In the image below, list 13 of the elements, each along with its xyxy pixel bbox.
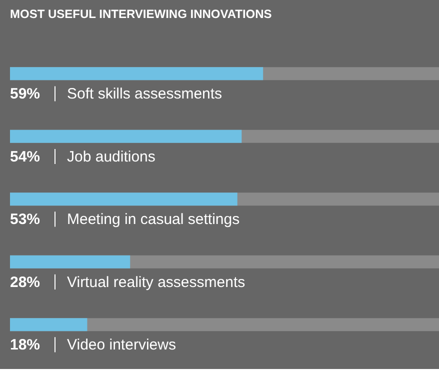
data-label: 28%: [10, 274, 40, 291]
bar: [10, 255, 130, 268]
data-label: 59%: [10, 86, 40, 103]
y-tick-label: Virtual reality assessments: [67, 274, 246, 291]
chart-title: MOST USEFUL INTERVIEWING INNOVATIONS: [10, 7, 272, 21]
y-tick-label: Soft skills assessments: [67, 86, 222, 103]
y-tick-label: Meeting in casual settings: [67, 211, 240, 228]
data-label: 54%: [10, 148, 40, 166]
y-tick-label: Video interviews: [67, 336, 176, 354]
data-label: 53%: [10, 211, 40, 228]
data-label: 18%: [10, 336, 40, 354]
y-tick-label: Job auditions: [67, 148, 156, 166]
bar: [10, 318, 88, 332]
